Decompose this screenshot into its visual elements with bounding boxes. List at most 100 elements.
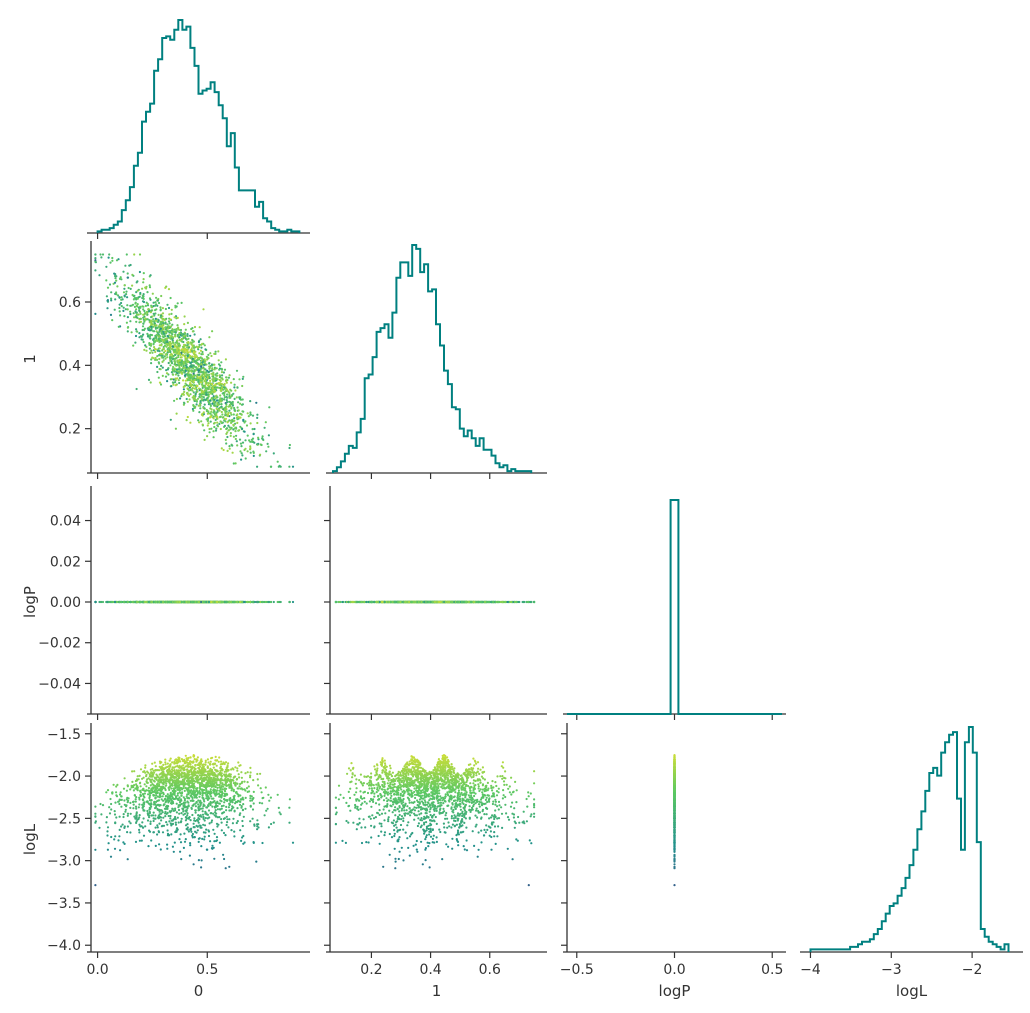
scatter-point — [206, 375, 209, 379]
scatter-point — [219, 389, 222, 392]
scatter-point — [180, 348, 183, 351]
scatter-point — [178, 332, 181, 335]
scatter-point — [208, 365, 211, 368]
scatter-point — [170, 308, 173, 311]
scatter-point — [211, 387, 214, 390]
scatter-point — [164, 600, 167, 604]
scatter-point — [159, 600, 163, 604]
scatter-point — [151, 600, 154, 604]
scatter-point — [169, 418, 172, 421]
scatter-point — [233, 600, 236, 604]
scatter-point — [115, 279, 118, 282]
scatter-point — [193, 357, 196, 360]
scatter-point — [218, 374, 221, 377]
scatter-point — [129, 320, 132, 323]
scatter-point — [94, 260, 97, 263]
scatter-point — [188, 366, 191, 369]
scatter-point — [240, 458, 243, 461]
scatter-point — [159, 308, 162, 311]
scatter-point — [213, 368, 216, 371]
scatter-point — [114, 298, 117, 301]
scatter-point — [189, 373, 192, 376]
scatter-point — [164, 330, 167, 333]
scatter-point — [126, 276, 129, 279]
scatter-point — [267, 445, 270, 448]
scatter-point — [212, 600, 215, 604]
scatter-point — [176, 351, 179, 354]
scatter-point — [214, 350, 217, 353]
scatter-point — [225, 600, 228, 604]
scatter-point — [199, 338, 202, 341]
scatter-point — [227, 429, 230, 432]
scatter-point — [261, 600, 264, 604]
scatter-point — [155, 319, 158, 322]
scatter-point — [163, 344, 167, 347]
scatter-point — [224, 417, 228, 420]
scatter-point — [186, 349, 189, 352]
scatter-point — [175, 329, 178, 332]
scatter-point — [175, 317, 178, 320]
scatter-point — [179, 328, 183, 332]
scatter-point — [208, 362, 211, 365]
scatter-point — [288, 446, 291, 450]
histogram-1 — [332, 244, 533, 473]
scatter-point — [147, 378, 151, 381]
scatter-point — [197, 404, 200, 407]
scatter-point — [227, 376, 230, 379]
scatter-point — [219, 420, 223, 423]
scatter-point — [174, 384, 177, 387]
scatter-point — [213, 400, 216, 403]
scatter-point — [142, 308, 145, 311]
scatter-point — [167, 320, 171, 323]
scatter-point — [261, 435, 264, 438]
scatter-point — [141, 300, 145, 303]
scatter-point — [239, 450, 242, 453]
scatter-point — [225, 376, 228, 379]
scatter-point — [216, 425, 220, 428]
scatter-point — [225, 427, 229, 430]
scatter-point — [192, 346, 196, 349]
scatter-point — [203, 438, 206, 441]
scatter-point — [219, 383, 222, 387]
scatter-point — [108, 283, 112, 286]
scatter-point — [98, 274, 101, 277]
scatter-point — [209, 412, 212, 415]
scatter-point — [155, 336, 158, 339]
scatter-point — [197, 378, 200, 381]
scatter-point — [218, 364, 222, 367]
scatter-point — [198, 326, 201, 329]
scatter-point — [195, 403, 198, 406]
scatter-point — [132, 298, 135, 301]
scatter-point — [135, 600, 139, 604]
scatter-point — [138, 321, 141, 324]
histogram-0 — [96, 19, 301, 233]
scatter-point — [133, 305, 136, 308]
scatter-point — [132, 312, 135, 315]
scatter-point — [126, 316, 129, 319]
scatter-point — [242, 375, 245, 378]
scatter-points — [94, 600, 295, 604]
scatter-point — [141, 287, 144, 290]
scatter-point — [240, 445, 243, 448]
scatter-point — [142, 281, 145, 284]
scatter-point — [233, 409, 236, 412]
scatter-point — [154, 358, 157, 361]
scatter-point — [209, 420, 212, 423]
scatter-point — [153, 314, 156, 317]
scatter-point — [160, 331, 163, 334]
scatter-point — [224, 413, 227, 416]
scatter-point — [256, 465, 259, 468]
scatter-point — [176, 333, 179, 337]
scatter-point — [213, 366, 216, 369]
scatter-point — [220, 403, 223, 406]
scatter-point — [215, 407, 218, 410]
scatter-point — [150, 325, 153, 328]
scatter-point — [146, 311, 149, 315]
scatter-point — [247, 415, 250, 418]
scatter-point — [223, 382, 226, 386]
scatter-point — [214, 405, 217, 408]
scatter-point — [110, 291, 113, 294]
scatter-point — [111, 319, 114, 322]
y-tick-label: 0.2 — [59, 422, 81, 438]
scatter-point — [232, 378, 235, 381]
